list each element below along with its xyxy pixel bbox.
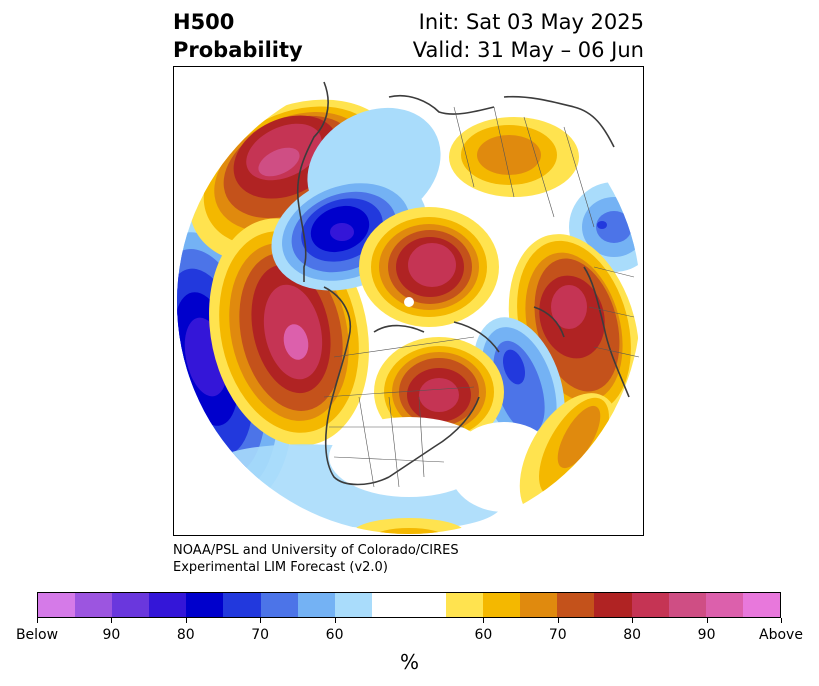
variable-subtitle: Probability [173, 38, 303, 62]
colorbar-swatch [297, 593, 335, 617]
colorbar-tick-label: 70 [548, 627, 567, 643]
colorbar-swatch [112, 593, 150, 617]
colorbar-tick-label: Below [15, 627, 59, 643]
title-left: H500 Probability [173, 8, 303, 64]
colorbar-swatch [260, 593, 298, 617]
init-date: Init: Sat 03 May 2025 [418, 10, 644, 34]
credit: NOAA/PSL and University of Colorado/CIRE… [173, 542, 459, 576]
colorbar-tick-mark [706, 618, 708, 623]
colorbar-swatch [149, 593, 187, 617]
colorbar-swatch [408, 593, 447, 617]
colorbar-swatch [631, 593, 669, 617]
title-right: Init: Sat 03 May 2025 Valid: 31 May – 06… [413, 8, 644, 64]
colorbar-unit: % [399, 650, 419, 674]
colorbar-tick-label: Above [759, 627, 803, 643]
colorbar-swatch [594, 593, 632, 617]
colorbar-tick-mark [334, 618, 336, 623]
colorbar [37, 592, 781, 618]
colorbar-swatch [520, 593, 558, 617]
colorbar-swatch [557, 593, 595, 617]
colorbar-tick-label: 60 [325, 627, 344, 643]
variable-title: H500 [173, 10, 235, 34]
colorbar-swatch [483, 593, 521, 617]
valid-date: Valid: 31 May – 06 Jun [412, 38, 644, 62]
credit-line2: Experimental LIM Forecast (v2.0) [173, 560, 388, 575]
credit-line1: NOAA/PSL and University of Colorado/CIRE… [173, 543, 459, 558]
probability-field [177, 70, 641, 534]
colorbar-swatch [371, 593, 409, 617]
colorbar-tick-label: 80 [623, 627, 642, 643]
colorbar-swatch [38, 593, 76, 617]
colorbar-tick-label: 80 [176, 627, 195, 643]
colorbar-swatch [668, 593, 706, 617]
political-boundaries [323, 106, 640, 488]
colorbar-tick-label: 90 [697, 627, 716, 643]
above-anomaly-south [354, 518, 464, 534]
above-anomaly-pole [359, 207, 499, 327]
colorbar-swatch [334, 593, 372, 617]
colorbar-swatch [75, 593, 113, 617]
colorbar-tick-mark [260, 618, 262, 623]
colorbar-tick-mark [185, 618, 187, 623]
above-anomaly-canada [374, 337, 504, 447]
below-anomaly-atlantic [473, 317, 565, 457]
map-svg [174, 67, 643, 535]
colorbar-tick-label: 60 [474, 627, 493, 643]
colorbar-swatch [223, 593, 261, 617]
colorbar-tick-mark [483, 618, 485, 623]
colorbar-tick-label: 70 [251, 627, 270, 643]
colorbar-tick-mark [557, 618, 559, 623]
above-anomaly-northeast [449, 117, 579, 197]
colorbar-tick-mark [632, 618, 634, 623]
colorbar-tick-mark [37, 618, 38, 623]
coastlines [296, 81, 630, 486]
colorbar-swatch [742, 593, 780, 617]
colorbar-swatch [446, 593, 484, 617]
colorbar-tick-mark [111, 618, 113, 623]
colorbar-tick-mark [781, 618, 782, 623]
colorbar-swatch [705, 593, 743, 617]
colorbar-tick-label: 90 [102, 627, 121, 643]
probability-map [173, 66, 644, 536]
colorbar-swatch [186, 593, 224, 617]
